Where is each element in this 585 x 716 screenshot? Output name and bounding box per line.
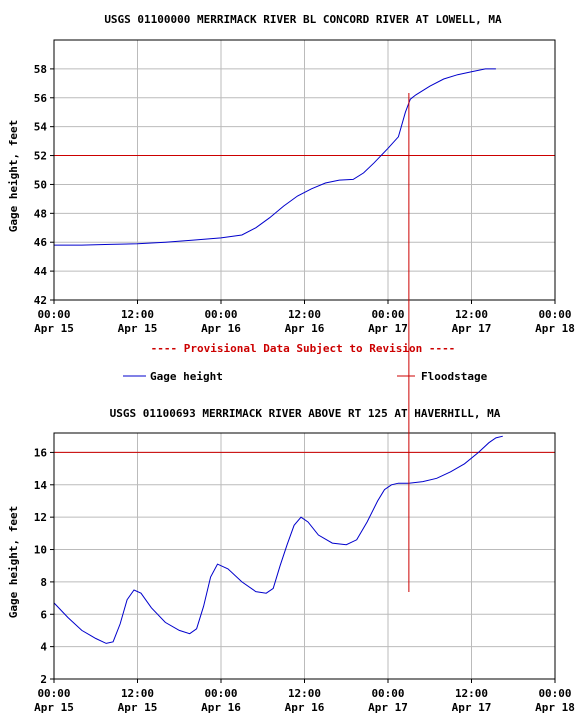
x-tick-date-label: Apr 17 — [452, 322, 492, 335]
x-tick-time-label: 00:00 — [371, 308, 404, 321]
x-tick-time-label: 00:00 — [37, 687, 70, 700]
lowell-chart-title: USGS 01100000 MERRIMACK RIVER BL CONCORD… — [104, 13, 502, 26]
y-tick-label: 4 — [40, 641, 47, 654]
haverhill-chart-title: USGS 01100693 MERRIMACK RIVER ABOVE RT 1… — [110, 407, 501, 420]
x-tick-time-label: 00:00 — [538, 308, 571, 321]
haverhill-gage-height-line — [53, 435, 503, 644]
x-tick-time-label: 12:00 — [288, 308, 321, 321]
y-tick-label: 48 — [34, 207, 47, 220]
x-tick-time-label: 12:00 — [121, 308, 154, 321]
lowell-y-ticks: 42 44 46 48 50 52 54 56 58 — [34, 63, 54, 307]
x-tick-date-label: Apr 16 — [201, 701, 241, 714]
y-tick-label: 54 — [34, 121, 48, 134]
x-tick-date-label: Apr 16 — [285, 322, 325, 335]
x-tick-time-label: 00:00 — [371, 687, 404, 700]
x-tick-time-label: 12:00 — [121, 687, 154, 700]
lowell-y-axis-label: Gage height, feet — [7, 120, 20, 233]
y-tick-label: 10 — [34, 544, 47, 557]
x-tick-time-label: 00:00 — [538, 687, 571, 700]
x-tick-date-label: Apr 18 — [535, 322, 575, 335]
provisional-notice: ---- Provisional Data Subject to Revisio… — [151, 342, 456, 355]
x-tick-date-label: Apr 17 — [452, 701, 492, 714]
x-tick-date-label: Apr 16 — [285, 701, 325, 714]
x-tick-date-label: Apr 18 — [535, 701, 575, 714]
legend-floodstage-label: Floodstage — [421, 370, 488, 383]
lowell-gage-height-line — [54, 68, 496, 246]
y-tick-label: 46 — [34, 236, 48, 249]
x-tick-time-label: 12:00 — [455, 687, 488, 700]
y-tick-label: 52 — [34, 150, 47, 163]
y-tick-label: 2 — [40, 673, 47, 686]
y-tick-label: 8 — [40, 576, 47, 589]
x-tick-time-label: 00:00 — [204, 308, 237, 321]
y-tick-label: 58 — [34, 63, 47, 76]
y-tick-label: 44 — [34, 265, 48, 278]
x-tick-time-label: 00:00 — [204, 687, 237, 700]
y-tick-label: 14 — [34, 479, 48, 492]
x-tick-date-label: Apr 15 — [118, 322, 158, 335]
y-tick-label: 42 — [34, 294, 47, 307]
legend: Gage height Floodstage — [123, 370, 488, 383]
haverhill-y-ticks: 2 4 6 8 10 12 14 16 — [34, 446, 54, 686]
y-tick-label: 12 — [34, 511, 47, 524]
x-tick-time-label: 12:00 — [288, 687, 321, 700]
y-tick-label: 16 — [34, 446, 48, 459]
haverhill-chart: USGS 01100693 MERRIMACK RIVER ABOVE RT 1… — [7, 407, 575, 714]
y-tick-label: 50 — [34, 178, 47, 191]
x-tick-date-label: Apr 17 — [368, 322, 408, 335]
lowell-chart: USGS 01100000 MERRIMACK RIVER BL CONCORD… — [7, 13, 575, 335]
haverhill-y-axis-label: Gage height, feet — [7, 506, 20, 619]
x-tick-time-label: 12:00 — [455, 308, 488, 321]
y-tick-label: 6 — [40, 608, 47, 621]
legend-gage-height-label: Gage height — [150, 370, 223, 383]
x-tick-date-label: Apr 15 — [118, 701, 158, 714]
x-tick-date-label: Apr 17 — [368, 701, 408, 714]
x-tick-time-label: 00:00 — [37, 308, 70, 321]
x-tick-date-label: Apr 16 — [201, 322, 241, 335]
y-tick-label: 56 — [34, 92, 48, 105]
x-tick-date-label: Apr 15 — [34, 322, 74, 335]
x-tick-date-label: Apr 15 — [34, 701, 74, 714]
